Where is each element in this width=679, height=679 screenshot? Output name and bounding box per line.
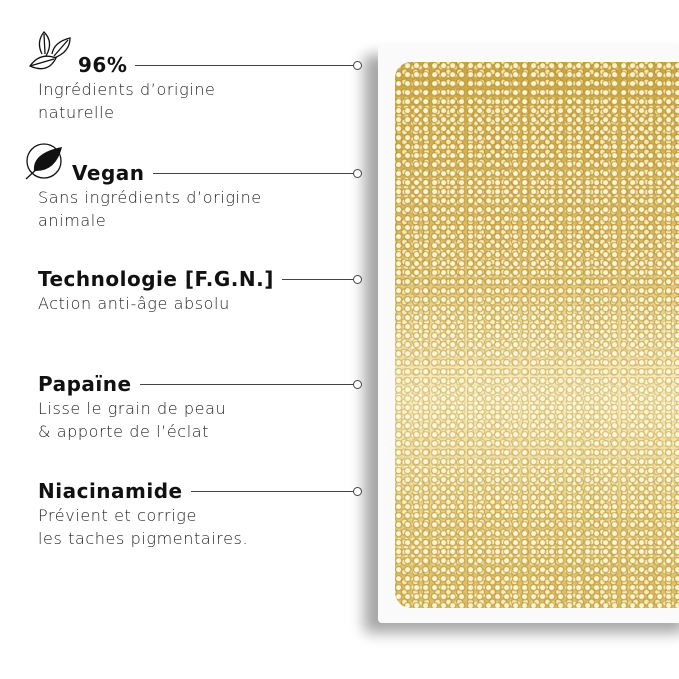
connector-line bbox=[152, 172, 353, 174]
feature-title: Technologie [F.G.N.] bbox=[38, 267, 274, 291]
description-line: Sans ingrédients d’origine bbox=[38, 188, 262, 207]
description-line: Lisse le grain de peau bbox=[38, 399, 227, 418]
leaves-icon bbox=[29, 31, 71, 70]
description-line: les taches pigmentaires. bbox=[38, 529, 249, 548]
vegan-leaf-icon bbox=[25, 143, 62, 180]
feature-description: Sans ingrédients d’origine animale bbox=[38, 186, 262, 232]
connector-line bbox=[139, 383, 353, 385]
feature-natural: 96% bbox=[78, 52, 362, 78]
description-line: animale bbox=[38, 211, 107, 230]
feature-title: Papaïne bbox=[38, 372, 132, 396]
feature-title: Niacinamide bbox=[38, 479, 183, 503]
connector-line bbox=[190, 490, 353, 492]
gold-texture-highlight bbox=[395, 62, 679, 608]
feature-vegan: Vegan bbox=[72, 160, 362, 186]
description-line: Ingrédients d’origine bbox=[38, 80, 216, 99]
connector-dot bbox=[353, 168, 362, 178]
feature-title: Vegan bbox=[72, 161, 145, 185]
feature-description: Ingrédients d’origine naturelle bbox=[38, 78, 216, 124]
connector-dot bbox=[353, 379, 362, 389]
gold-texture-image bbox=[395, 62, 679, 608]
connector-dot bbox=[353, 486, 362, 496]
feature-title: 96% bbox=[78, 53, 128, 77]
feature-niacinamide: Niacinamide Prévient et corrige les tach… bbox=[38, 478, 362, 550]
connector-line bbox=[135, 64, 353, 66]
description-line: & apporte de l’éclat bbox=[38, 422, 210, 441]
feature-papaine: Papaïne Lisse le grain de peau & apporte… bbox=[38, 371, 362, 443]
description-line: Action anti-âge absolu bbox=[38, 294, 230, 313]
connector-dot bbox=[353, 60, 362, 70]
connector-dot bbox=[353, 274, 362, 284]
description-line: naturelle bbox=[38, 103, 115, 122]
feature-technology: Technologie [F.G.N.] Action anti-âge abs… bbox=[38, 266, 362, 315]
description-line: Prévient et corrige bbox=[38, 506, 197, 525]
connector-line bbox=[281, 278, 353, 280]
